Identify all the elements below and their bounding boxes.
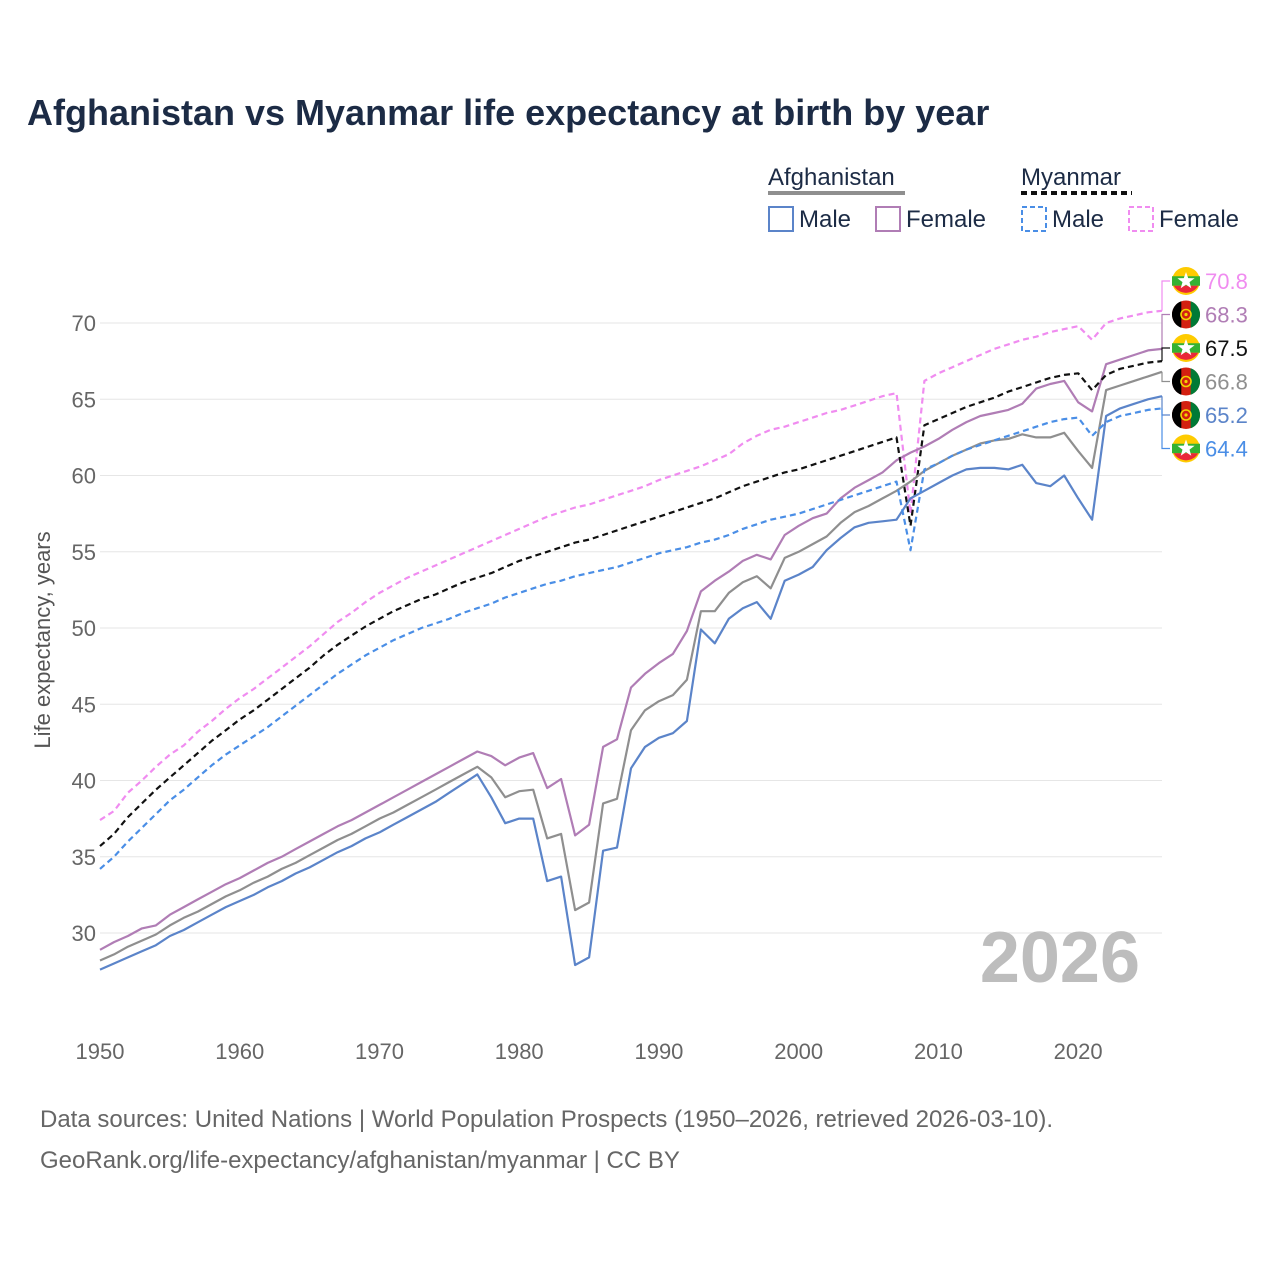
end-connector bbox=[1161, 280, 1170, 311]
year-watermark: 2026 bbox=[980, 918, 1140, 998]
end-value-label: 70.8 bbox=[1205, 269, 1248, 294]
y-tick-label: 35 bbox=[72, 845, 96, 870]
end-connector bbox=[1161, 347, 1170, 362]
series-lines bbox=[99, 309, 1163, 971]
afghanistan-flag-icon bbox=[1171, 401, 1201, 429]
legend-group-myanmar: Myanmar bbox=[1021, 164, 1121, 191]
gridlines bbox=[100, 322, 1162, 934]
legend-myanmar-female-swatch bbox=[1128, 206, 1154, 232]
y-tick-label: 45 bbox=[72, 692, 96, 717]
series-line-afghanistan-female bbox=[99, 347, 1163, 951]
y-axis-ticks: 30 35 40 45 50 55 60 65 70 bbox=[72, 311, 96, 946]
end-value-label: 65.2 bbox=[1205, 403, 1248, 428]
myanmar-flag-icon bbox=[1172, 267, 1200, 295]
y-tick-label: 50 bbox=[72, 616, 96, 641]
source-line-1: Data sources: United Nations | World Pop… bbox=[40, 1106, 1054, 1133]
x-tick-label: 2000 bbox=[774, 1039, 823, 1064]
series-line-myanmar-total bbox=[99, 360, 1163, 847]
y-tick-label: 60 bbox=[72, 464, 96, 489]
legend-myanmar-male-swatch bbox=[1021, 206, 1047, 232]
series-line-afghanistan-male bbox=[99, 395, 1163, 971]
legend-afghanistan-male-label: Male bbox=[799, 206, 851, 233]
series-line-afghanistan-total bbox=[99, 370, 1163, 962]
legend-group-afghanistan: Afghanistan bbox=[768, 164, 895, 191]
y-tick-label: 55 bbox=[72, 540, 96, 565]
legend-afghanistan-male-swatch bbox=[768, 206, 794, 232]
x-tick-label: 1960 bbox=[215, 1039, 264, 1064]
end-connector bbox=[1161, 408, 1170, 450]
afghanistan-flag-icon bbox=[1171, 367, 1201, 396]
end-value-label: 64.4 bbox=[1205, 437, 1248, 462]
x-tick-label: 1980 bbox=[495, 1039, 544, 1064]
legend-afghanistan-female-swatch bbox=[875, 206, 901, 232]
legend-myanmar-male-label: Male bbox=[1052, 206, 1104, 233]
end-connector bbox=[1161, 371, 1170, 383]
x-tick-label: 2020 bbox=[1054, 1039, 1103, 1064]
y-tick-label: 65 bbox=[72, 387, 96, 412]
end-value-label: 67.5 bbox=[1205, 336, 1248, 361]
end-value-label: 66.8 bbox=[1205, 370, 1248, 395]
chart-title: Afghanistan vs Myanmar life expectancy a… bbox=[27, 92, 990, 133]
y-axis-label: Life expectancy, years bbox=[30, 531, 55, 748]
y-tick-label: 30 bbox=[72, 921, 96, 946]
x-tick-label: 2010 bbox=[914, 1039, 963, 1064]
myanmar-flag-icon bbox=[1172, 434, 1200, 463]
legend: Afghanistan Myanmar Male Female Male Fem… bbox=[768, 164, 1239, 233]
x-tick-label: 1970 bbox=[355, 1039, 404, 1064]
series-line-myanmar-female bbox=[99, 309, 1163, 822]
source-line-2: GeoRank.org/life-expectancy/afghanistan/… bbox=[40, 1147, 680, 1174]
myanmar-flag-icon bbox=[1172, 334, 1200, 362]
y-tick-label: 40 bbox=[72, 769, 96, 794]
x-tick-label: 1950 bbox=[76, 1039, 125, 1064]
x-axis-ticks: 1950 1960 1970 1980 1990 2000 2010 2020 bbox=[76, 1039, 1103, 1064]
y-tick-label: 70 bbox=[72, 311, 96, 336]
series-line-myanmar-male bbox=[99, 407, 1163, 870]
end-connector bbox=[1161, 313, 1170, 349]
end-connector bbox=[1161, 396, 1170, 416]
x-tick-label: 1990 bbox=[634, 1039, 683, 1064]
afghanistan-flag-icon bbox=[1171, 300, 1201, 329]
legend-afghanistan-female-label: Female bbox=[906, 206, 986, 233]
end-value-label: 68.3 bbox=[1205, 303, 1248, 328]
legend-myanmar-female-label: Female bbox=[1159, 206, 1239, 233]
end-labels: 70.8 68.3 67.5 66.8 65.2 64.4 bbox=[1161, 267, 1248, 463]
